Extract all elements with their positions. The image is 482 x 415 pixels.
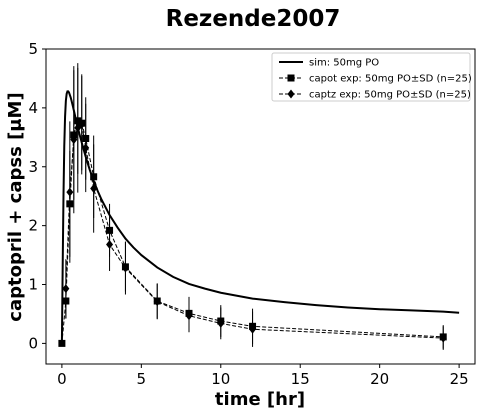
legend-label: capot exp: 50mg PO±SD (n=25) bbox=[309, 74, 472, 85]
y-tick-label: 2 bbox=[28, 217, 38, 235]
series-2 bbox=[58, 67, 447, 349]
data-point bbox=[90, 184, 98, 194]
sim-line bbox=[60, 90, 460, 344]
data-point bbox=[82, 143, 90, 153]
legend-item-3: captz exp: 50mg PO±SD (n=25) bbox=[279, 89, 471, 101]
data-point bbox=[217, 318, 225, 328]
series-line bbox=[65, 123, 444, 339]
legend-marker bbox=[287, 74, 295, 82]
legend-marker bbox=[287, 89, 295, 99]
y-tick-label: 0 bbox=[28, 334, 38, 352]
y-axis-ticks: 0 1 2 3 4 5 bbox=[28, 40, 46, 352]
data-point bbox=[439, 333, 447, 343]
data-point bbox=[62, 284, 70, 294]
data-point bbox=[58, 339, 66, 347]
x-tick-label: 0 bbox=[57, 370, 67, 388]
legend-label: sim: 50mg PO bbox=[309, 58, 379, 69]
data-point bbox=[121, 263, 129, 273]
x-tick-label: 15 bbox=[291, 370, 310, 388]
series-3 bbox=[62, 63, 447, 350]
plot-frame bbox=[45, 48, 476, 365]
x-tick-label: 5 bbox=[137, 370, 147, 388]
legend-item-1: sim: 50mg PO bbox=[279, 58, 379, 69]
data-point bbox=[66, 187, 74, 197]
data-point bbox=[106, 239, 114, 249]
legend-label: captz exp: 50mg PO±SD (n=25) bbox=[309, 90, 471, 101]
y-tick-label: 1 bbox=[28, 276, 38, 294]
legend: sim: 50mg PO capot exp: 50mg PO±SD (n=25)… bbox=[271, 52, 472, 102]
data-point bbox=[185, 311, 193, 321]
x-tick-label: 25 bbox=[450, 370, 469, 388]
x-axis-label: time [hr] bbox=[215, 389, 305, 410]
data-point bbox=[153, 297, 161, 307]
y-tick-label: 3 bbox=[28, 158, 38, 176]
series-1 bbox=[60, 90, 460, 344]
x-tick-label: 10 bbox=[211, 370, 230, 388]
y-axis-label: captopril + capss [μM] bbox=[5, 92, 26, 321]
plot-area bbox=[58, 63, 460, 350]
data-point bbox=[78, 119, 86, 129]
y-tick-label: 4 bbox=[28, 99, 38, 117]
y-tick-label: 5 bbox=[28, 40, 38, 58]
data-point bbox=[70, 135, 78, 145]
legend-box bbox=[271, 52, 471, 102]
chart-title: Rezende2007 bbox=[166, 6, 341, 32]
legend-item-2: capot exp: 50mg PO±SD (n=25) bbox=[279, 74, 472, 85]
x-axis-ticks: 0 5 10 15 20 25 bbox=[57, 364, 469, 388]
x-tick-label: 20 bbox=[370, 370, 389, 388]
data-point bbox=[249, 324, 257, 334]
